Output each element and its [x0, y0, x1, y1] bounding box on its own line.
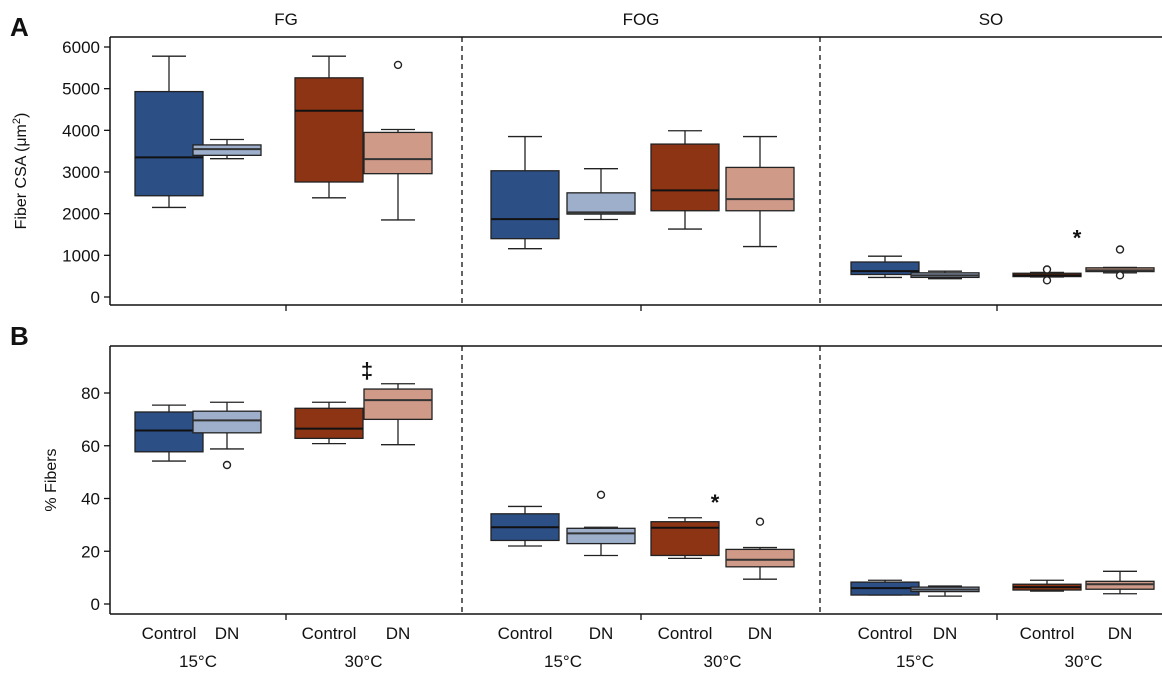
box-so-30c-dn: [1085, 570, 1155, 595]
box-iqr: [566, 192, 636, 215]
panel-letter-b: B: [10, 321, 29, 351]
box-so-15c-dn: [910, 270, 980, 280]
treatment-label: Control: [142, 624, 197, 643]
box-fg-30c-control: [294, 55, 364, 199]
temperature-label: 15°C: [896, 652, 934, 671]
box-iqr: [650, 143, 720, 212]
temperature-label: 30°C: [704, 652, 742, 671]
treatment-label: Control: [498, 624, 553, 643]
box-iqr: [566, 527, 636, 545]
treatment-label: DN: [589, 624, 614, 643]
panel-b-chart: B 0 20 40 60 80 % Fibers ‡ *: [10, 321, 1162, 620]
box-fog-30c-dn: [725, 135, 795, 248]
outlier-point: [755, 517, 765, 526]
box-fg-30c-dn: [363, 383, 433, 446]
facet-title-fog: FOG: [623, 10, 660, 29]
y-tick-label: 4000: [62, 121, 100, 140]
y-tick-label: 80: [81, 384, 100, 403]
y-tick-label: 0: [91, 595, 100, 614]
box-iqr: [725, 548, 795, 568]
box-so-15c-control: [850, 255, 920, 279]
panel-a-chart: A 0 1000 2000 3000 4000 5000 6000 Fiber CSA (μm2…: [10, 12, 1162, 311]
outlier-point: [1115, 271, 1125, 280]
treatment-label: DN: [748, 624, 773, 643]
significance-marker: ‡: [361, 358, 373, 383]
x-axis-labels: Control DN Control DN 15°C 30°C Control DN Contr…: [142, 624, 1133, 671]
y-tick-label: 3000: [62, 163, 100, 182]
y-axis-label: Fiber CSA (μm2): [11, 113, 30, 230]
outlier-point: [222, 460, 232, 470]
box-iqr: [650, 521, 720, 557]
box-fg-30c-dn: [363, 60, 433, 221]
treatment-label: Control: [658, 624, 713, 643]
temperature-label: 15°C: [544, 652, 582, 671]
box-iqr: [490, 170, 560, 240]
significance-marker: *: [1073, 226, 1082, 251]
box-iqr: [192, 144, 262, 156]
y-tick-label: 0: [91, 288, 100, 307]
box-fog-15c-dn: [566, 490, 636, 557]
temperature-label: 30°C: [1065, 652, 1103, 671]
facet-titles: FG FOG SO: [274, 10, 1003, 29]
significance-marker: *: [711, 490, 720, 515]
treatment-label: Control: [302, 624, 357, 643]
box-iqr: [725, 166, 795, 212]
panel-letter-a: A: [10, 12, 29, 42]
box-fg-15c-dn: [192, 138, 262, 160]
outlier-point: [1042, 265, 1052, 274]
temperature-label: 30°C: [345, 652, 383, 671]
outlier-point: [393, 60, 403, 70]
box-iqr: [363, 388, 433, 421]
y-tick-label: 6000: [62, 38, 100, 57]
treatment-label: DN: [386, 624, 411, 643]
y-tick-label: 1000: [62, 246, 100, 265]
treatment-label: Control: [1020, 624, 1075, 643]
box-iqr: [1085, 580, 1155, 590]
y-tick-label: 40: [81, 490, 100, 509]
y-tick-label: 20: [81, 542, 100, 561]
box-so-30c-control: [1012, 579, 1082, 592]
box-fog-30c-control: [650, 130, 720, 230]
box-fog-15c-dn: [566, 168, 636, 221]
box-fg-15c-dn: [192, 401, 262, 470]
y-axis-label: % Fibers: [43, 448, 60, 511]
box-so-15c-control: [850, 579, 920, 596]
box-so-30c-control: *: [1012, 226, 1082, 285]
treatment-label: DN: [1108, 624, 1133, 643]
box-fog-30c-dn: [725, 517, 795, 580]
box-fog-30c-control: *: [650, 490, 720, 560]
box-fog-15c-control: [490, 135, 560, 250]
outlier-point: [1115, 245, 1125, 254]
box-iqr: [850, 261, 920, 276]
box-fog-15c-control: [490, 505, 560, 547]
box-fg-30c-control: ‡: [294, 358, 373, 445]
treatment-label: DN: [933, 624, 958, 643]
box-so-15c-dn: [910, 585, 980, 597]
facet-title-fg: FG: [274, 10, 298, 29]
y-tick-label: 60: [81, 437, 100, 456]
box-so-30c-dn: [1085, 245, 1155, 280]
box-iqr: [134, 90, 204, 197]
outlier-point: [1042, 276, 1052, 285]
box-iqr: [294, 407, 364, 440]
box-fg-15c-control: [134, 55, 204, 209]
box-iqr: [363, 131, 433, 175]
y-tick-label: 5000: [62, 80, 100, 99]
box-iqr: [294, 77, 364, 183]
outlier-point: [596, 490, 606, 500]
temperature-label: 15°C: [179, 652, 217, 671]
treatment-label: DN: [215, 624, 240, 643]
box-iqr: [192, 410, 262, 434]
y-tick-label: 2000: [62, 205, 100, 224]
facet-title-so: SO: [979, 10, 1004, 29]
treatment-label: Control: [858, 624, 913, 643]
